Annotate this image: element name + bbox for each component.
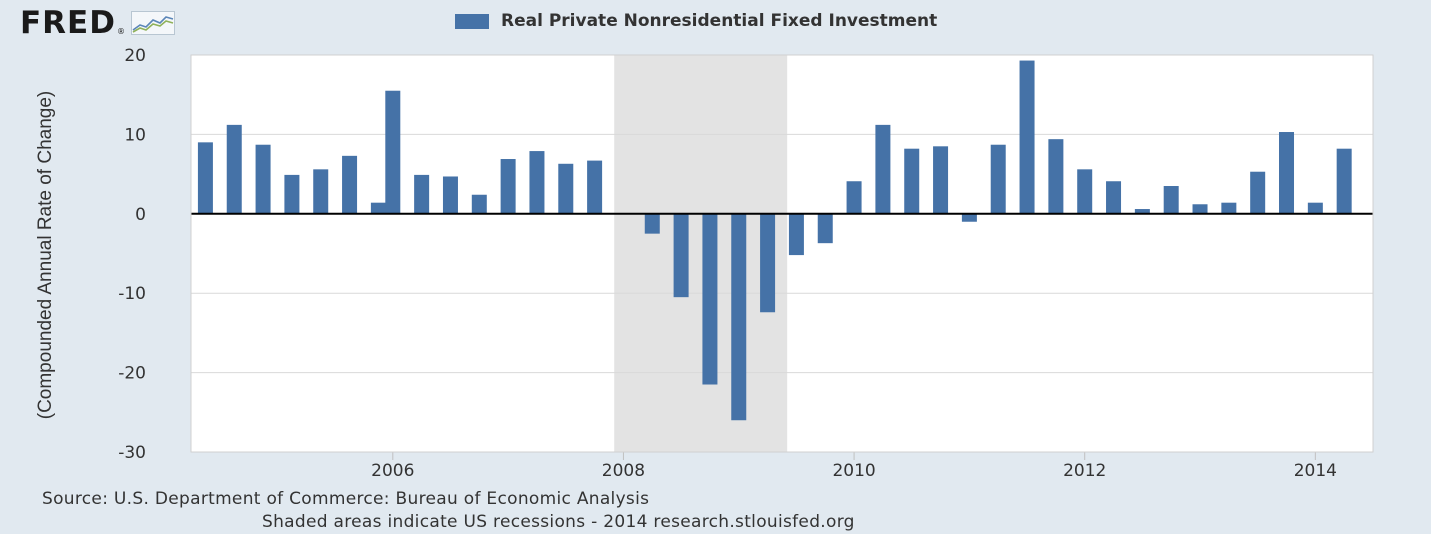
y-tick-label: 20 (124, 46, 146, 66)
y-tick-label: -20 (118, 364, 146, 384)
source-note: Source: U.S. Department of Commerce: Bur… (42, 489, 650, 509)
plot-border (190, 54, 1374, 453)
bar (1192, 204, 1208, 214)
fred-logo[interactable]: FRED ® (20, 6, 175, 40)
y-tick-label: 10 (124, 125, 146, 145)
bar (760, 213, 776, 313)
x-tick-label: 2010 (832, 461, 875, 481)
bar (644, 213, 660, 234)
bar (342, 155, 358, 214)
bar (990, 144, 1006, 214)
bar (587, 160, 603, 214)
recession-note: Shaded areas indicate US recessions - 20… (262, 512, 855, 532)
legend-label: Real Private Nonresidential Fixed Invest… (501, 11, 938, 31)
bar (1048, 139, 1064, 214)
bar (385, 90, 401, 214)
y-tick-label: -30 (118, 443, 146, 463)
bar (471, 194, 487, 214)
bar (226, 124, 242, 214)
bar (702, 213, 718, 385)
bar (673, 213, 689, 298)
recession-band (614, 55, 788, 452)
bar (1106, 181, 1122, 214)
bar (529, 151, 545, 214)
bar (1279, 132, 1295, 214)
bar (370, 202, 386, 214)
bar (255, 144, 271, 214)
bar (1077, 169, 1093, 214)
bar (961, 213, 977, 222)
bar (442, 176, 458, 214)
bar (788, 213, 804, 256)
bar (1221, 202, 1237, 214)
line-chart-icon (130, 11, 175, 35)
bar (1163, 186, 1179, 214)
bar (904, 148, 920, 214)
legend-swatch (455, 13, 489, 29)
bar (284, 174, 300, 214)
bar (875, 124, 891, 214)
logo-text: FRED (20, 4, 116, 41)
bar (817, 213, 833, 244)
y-tick-label: 0 (135, 205, 146, 225)
chart-legend: Real Private Nonresidential Fixed Invest… (455, 11, 937, 31)
bar (933, 146, 949, 214)
bar (1019, 60, 1035, 214)
x-tick-label: 2006 (371, 461, 414, 481)
bar (197, 142, 213, 214)
bar (1250, 171, 1266, 214)
y-tick-label: -10 (118, 284, 146, 304)
bar (846, 181, 862, 214)
bar (500, 159, 516, 214)
bar (1134, 209, 1150, 214)
registered-mark: ® (116, 27, 125, 36)
bar (313, 169, 329, 214)
bar (1336, 148, 1352, 214)
x-tick-label: 2012 (1063, 461, 1106, 481)
x-tick-label: 2014 (1294, 461, 1337, 481)
bar (1307, 202, 1323, 214)
bar (731, 213, 747, 421)
bar (558, 163, 574, 214)
x-tick-label: 2008 (602, 461, 645, 481)
bar (414, 174, 430, 214)
